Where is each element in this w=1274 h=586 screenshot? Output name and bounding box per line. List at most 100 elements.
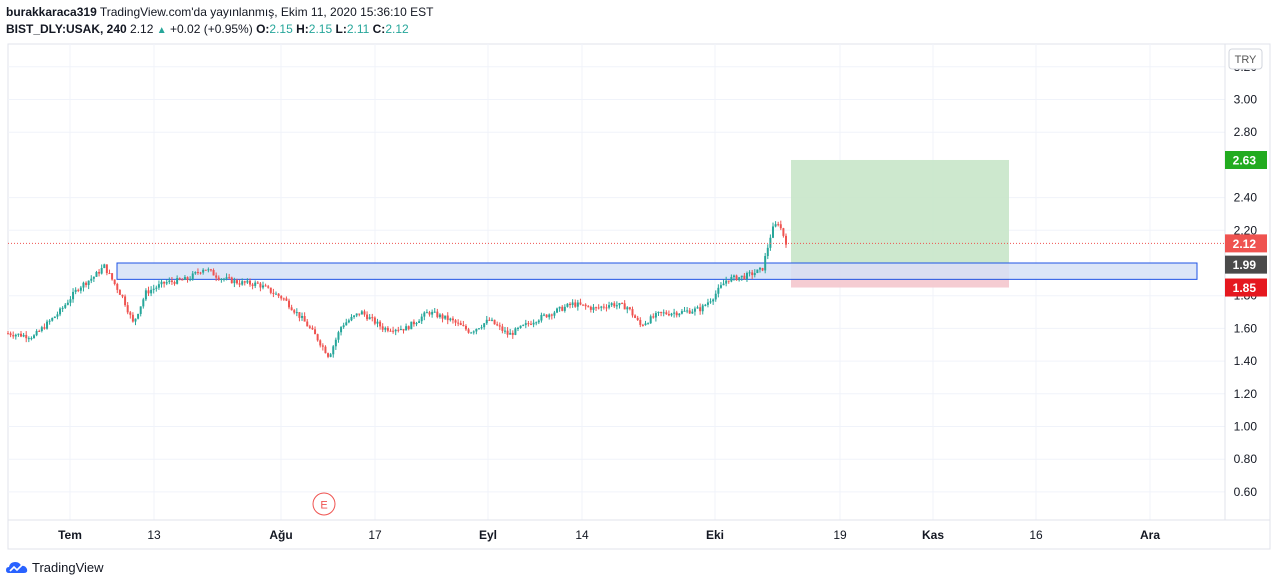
candle[interactable] xyxy=(196,268,199,275)
candle[interactable] xyxy=(701,303,704,315)
candle[interactable] xyxy=(498,322,501,331)
candle[interactable] xyxy=(657,311,660,316)
candle[interactable] xyxy=(514,327,517,336)
earnings-event-marker[interactable]: E xyxy=(312,492,336,516)
candle[interactable] xyxy=(602,303,605,310)
candle[interactable] xyxy=(615,301,618,310)
candle[interactable] xyxy=(446,312,449,325)
candle[interactable] xyxy=(59,307,62,317)
candle[interactable] xyxy=(163,281,166,288)
candle[interactable] xyxy=(233,277,236,288)
candle[interactable] xyxy=(389,328,392,332)
candle[interactable] xyxy=(126,302,129,315)
candle[interactable] xyxy=(732,274,735,281)
candle[interactable] xyxy=(636,315,639,321)
candle[interactable] xyxy=(488,317,491,321)
candle[interactable] xyxy=(654,311,657,322)
candle[interactable] xyxy=(103,263,106,269)
candle[interactable] xyxy=(293,308,296,315)
candle[interactable] xyxy=(113,279,116,286)
candle[interactable] xyxy=(9,331,12,338)
candle[interactable] xyxy=(381,323,384,333)
candle[interactable] xyxy=(225,273,228,281)
candle[interactable] xyxy=(173,280,176,286)
price-axis-label[interactable]: 2.12 xyxy=(1225,234,1267,253)
candle[interactable] xyxy=(493,319,496,325)
candle[interactable] xyxy=(402,328,405,334)
candle[interactable] xyxy=(428,310,431,317)
candle[interactable] xyxy=(178,277,181,281)
candle[interactable] xyxy=(693,306,696,316)
candle[interactable] xyxy=(699,303,702,315)
candle[interactable] xyxy=(678,313,681,318)
time-axis[interactable] xyxy=(7,519,1271,550)
candle[interactable] xyxy=(259,282,262,292)
candle[interactable] xyxy=(644,320,647,326)
candle[interactable] xyxy=(12,331,15,339)
candle[interactable] xyxy=(124,294,127,307)
candle[interactable] xyxy=(441,313,444,323)
candle[interactable] xyxy=(675,310,678,318)
candle[interactable] xyxy=(667,310,670,317)
candle[interactable] xyxy=(579,298,582,306)
candle[interactable] xyxy=(730,274,733,283)
candle[interactable] xyxy=(628,306,631,311)
candle[interactable] xyxy=(306,319,309,327)
candle[interactable] xyxy=(20,330,23,338)
candle[interactable] xyxy=(774,221,777,228)
candle[interactable] xyxy=(745,271,748,282)
candle[interactable] xyxy=(316,333,319,342)
author-name[interactable]: burakkaraca319 xyxy=(6,5,97,19)
support-zone-rectangle[interactable] xyxy=(116,262,1198,280)
target-zone[interactable] xyxy=(791,159,1009,265)
candle[interactable] xyxy=(183,275,186,281)
candle[interactable] xyxy=(243,280,246,286)
candle[interactable] xyxy=(412,319,415,327)
price-axis-label[interactable]: 1.85 xyxy=(1225,278,1267,297)
candle[interactable] xyxy=(139,306,142,317)
candle[interactable] xyxy=(748,270,751,277)
candle[interactable] xyxy=(298,312,301,322)
tradingview-logo[interactable]: TradingView xyxy=(6,560,104,575)
candle[interactable] xyxy=(712,298,715,305)
candle[interactable] xyxy=(314,326,317,335)
candle[interactable] xyxy=(394,328,397,336)
candle[interactable] xyxy=(496,321,499,327)
candle[interactable] xyxy=(87,280,90,290)
candle[interactable] xyxy=(480,324,483,330)
candle[interactable] xyxy=(199,271,202,275)
candle[interactable] xyxy=(472,330,475,335)
candle[interactable] xyxy=(639,317,642,328)
candle[interactable] xyxy=(511,330,514,339)
candle[interactable] xyxy=(215,272,218,282)
candle[interactable] xyxy=(464,324,467,331)
candle[interactable] xyxy=(165,279,168,286)
candle[interactable] xyxy=(490,317,493,322)
candle[interactable] xyxy=(758,266,761,273)
candle[interactable] xyxy=(415,321,418,327)
candle[interactable] xyxy=(756,269,759,274)
candle[interactable] xyxy=(327,352,330,359)
candle[interactable] xyxy=(22,332,25,338)
candle[interactable] xyxy=(288,298,291,310)
candle[interactable] xyxy=(592,304,595,313)
candle[interactable] xyxy=(366,311,369,321)
candle[interactable] xyxy=(277,293,280,299)
candle[interactable] xyxy=(332,345,335,358)
candle[interactable] xyxy=(66,299,69,306)
candle[interactable] xyxy=(714,290,717,302)
candle[interactable] xyxy=(610,302,613,307)
candle[interactable] xyxy=(467,327,470,334)
candle[interactable] xyxy=(407,325,410,331)
symbol-name[interactable]: BIST_DLY:USAK, 240 xyxy=(6,22,127,36)
candle[interactable] xyxy=(405,323,408,331)
candle[interactable] xyxy=(334,337,337,350)
candle[interactable] xyxy=(321,343,324,351)
candle[interactable] xyxy=(64,303,67,309)
candle[interactable] xyxy=(256,281,259,284)
candle[interactable] xyxy=(212,268,215,276)
candle[interactable] xyxy=(652,313,655,319)
candle[interactable] xyxy=(137,313,140,320)
candle[interactable] xyxy=(597,304,600,310)
candle[interactable] xyxy=(194,271,197,275)
